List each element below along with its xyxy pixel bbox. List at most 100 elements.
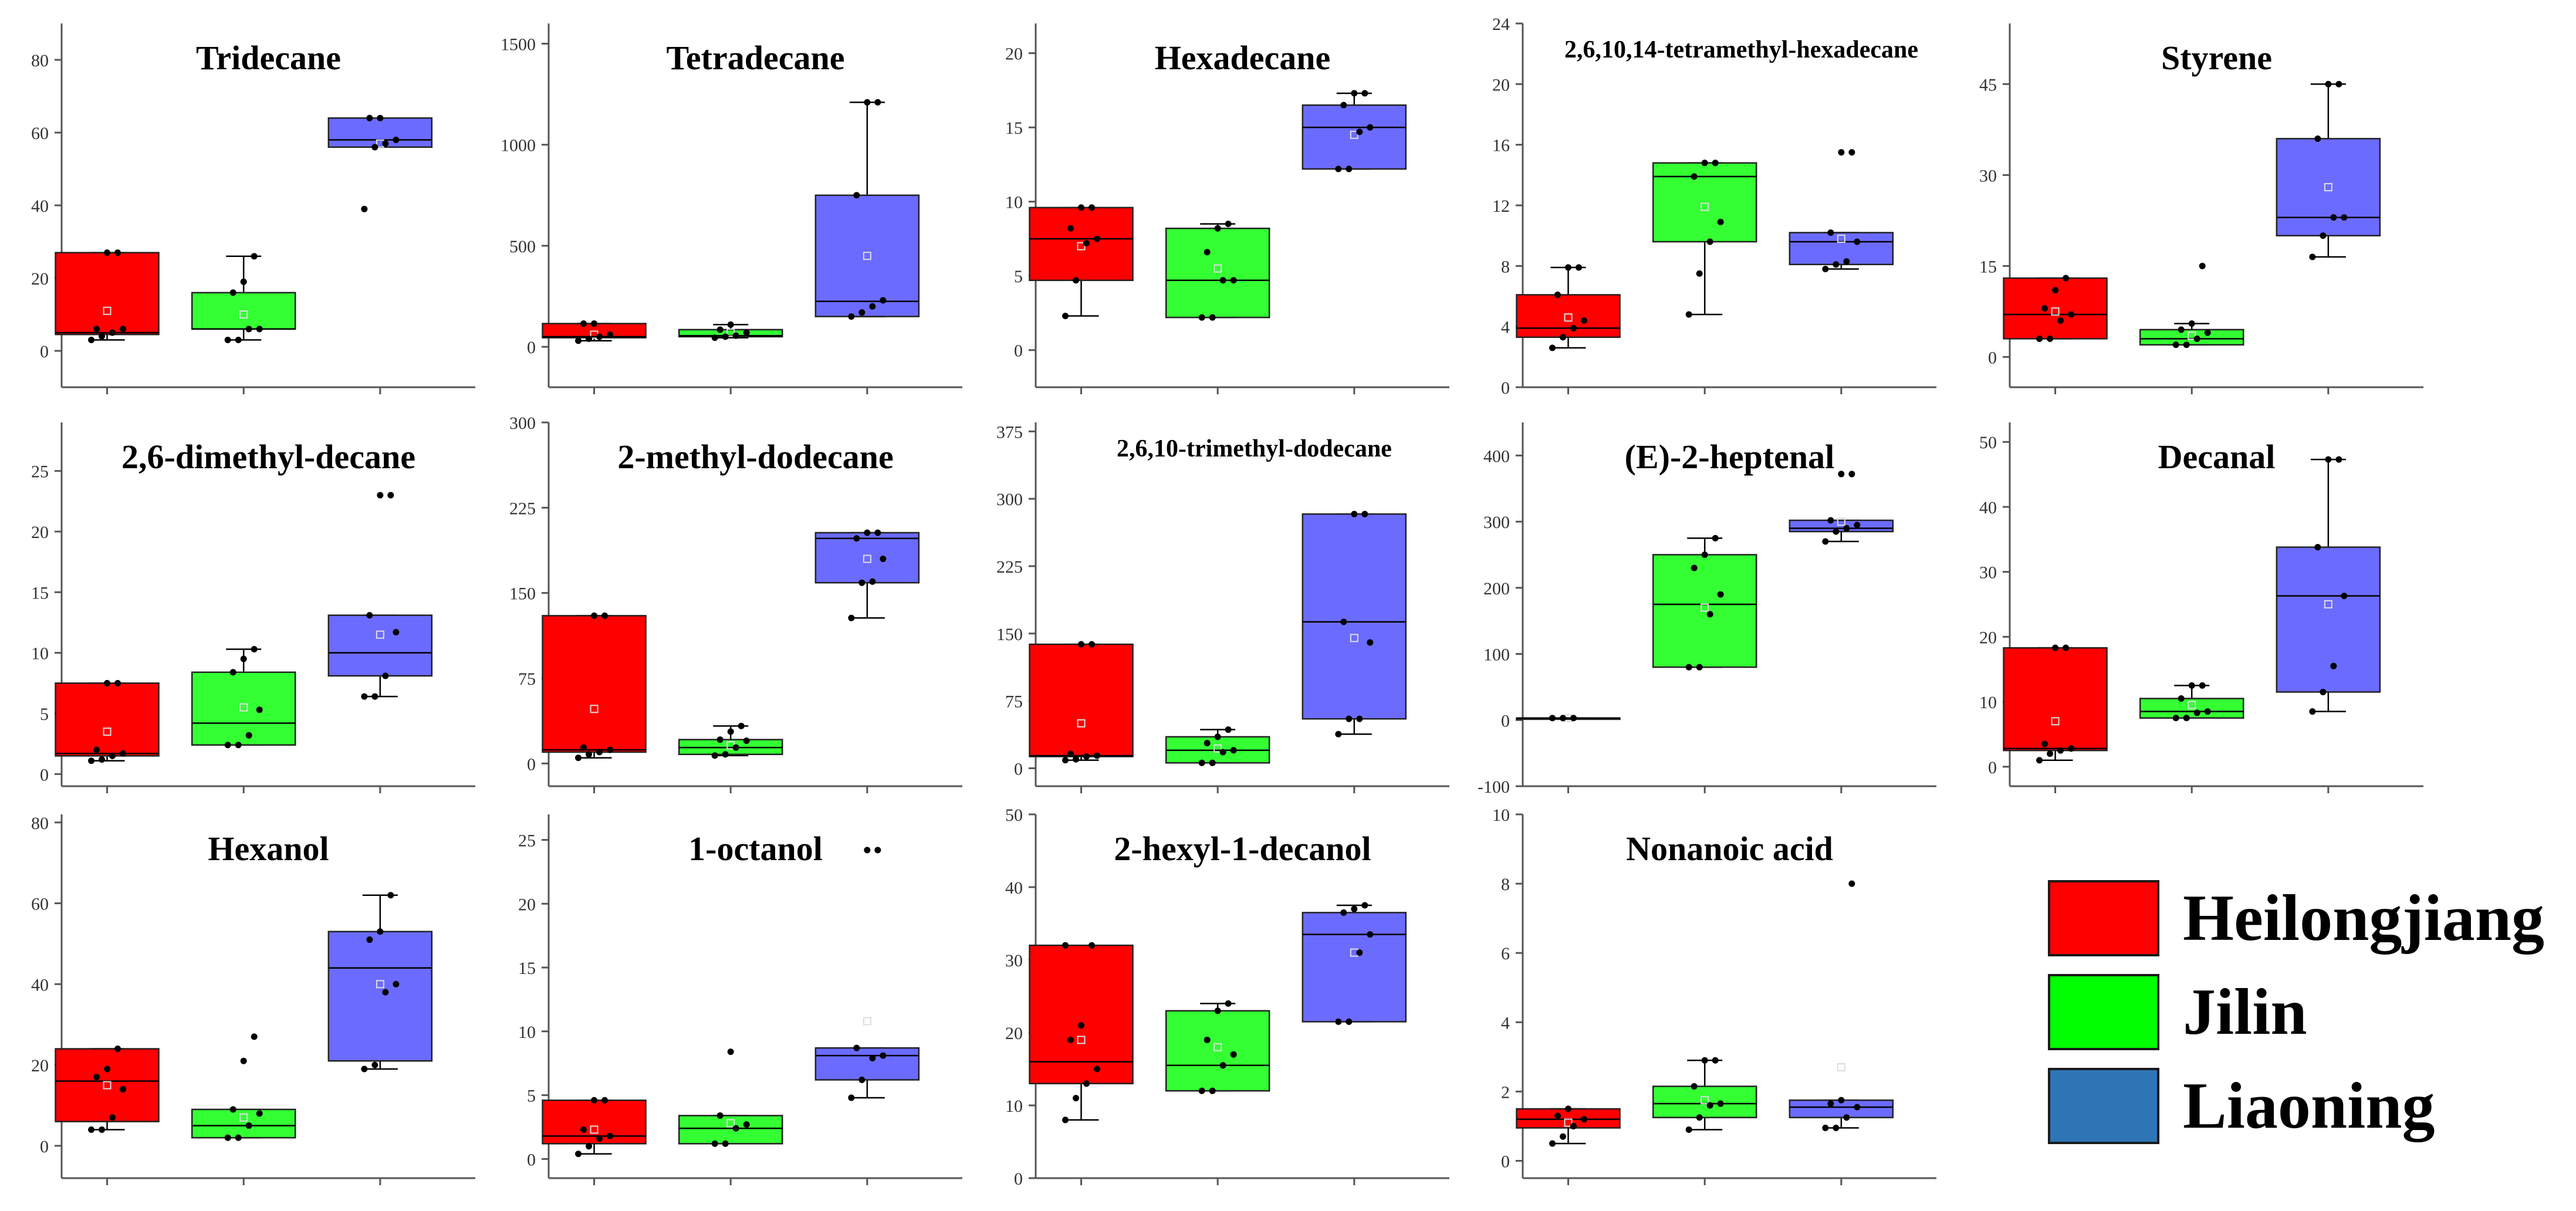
y-tick-label: 10 (1005, 193, 1023, 212)
y-tick-label: 4 (1501, 1013, 1510, 1033)
data-point (858, 579, 866, 586)
data-point (2052, 287, 2059, 294)
data-point (1225, 1000, 1232, 1007)
chart-title: 1-octanol (688, 830, 823, 868)
data-point (1696, 664, 1703, 671)
y-tick-label: 80 (31, 51, 49, 70)
y-tick-label: 25 (518, 831, 536, 851)
legend-item-heilongjiang: Heilongjiang (2048, 871, 2564, 965)
data-point (1346, 1018, 1353, 1025)
y-tick-label: 15 (31, 583, 49, 603)
data-point (1209, 1087, 1216, 1094)
box-liaoning (1789, 471, 1894, 545)
box-jilin (191, 253, 296, 343)
chart-title: Styrene (2161, 39, 2272, 77)
data-point (377, 114, 384, 121)
y-tick-label: 500 (509, 237, 536, 256)
mean-marker (239, 1113, 248, 1122)
y-tick-label: 6 (1501, 944, 1510, 963)
data-point (393, 629, 400, 636)
data-point (743, 329, 750, 336)
data-point (120, 750, 127, 757)
data-point (869, 303, 876, 310)
box-jilin (2139, 262, 2244, 349)
mean-marker (2051, 307, 2060, 316)
box-liaoning (814, 529, 920, 621)
data-point (874, 529, 881, 536)
data-point (1822, 538, 1829, 545)
y-tick-label: 0 (40, 1137, 49, 1156)
data-point (2183, 341, 2190, 349)
box-liaoning (1301, 902, 1407, 1025)
data-point (1083, 240, 1090, 247)
mean-marker (376, 630, 384, 639)
data-point (1827, 517, 1834, 524)
data-point (245, 1122, 252, 1129)
chart-panel: 0 75 150 225 300 2-methyl-dodecane (509, 414, 962, 793)
iqr-box (2276, 546, 2381, 693)
data-point (1833, 1124, 1840, 1131)
mean-marker (103, 306, 111, 315)
data-point (732, 744, 739, 751)
data-point (2193, 335, 2200, 342)
data-point (1351, 905, 1358, 912)
box-jilin (678, 321, 783, 341)
y-tick-label: 5 (40, 705, 49, 724)
y-tick-label: 20 (1005, 1024, 1023, 1043)
y-tick-label: 40 (1979, 498, 1997, 517)
data-point (88, 336, 95, 343)
y-tick-label: 80 (31, 814, 49, 833)
data-point (601, 612, 608, 619)
data-point (869, 1055, 876, 1062)
mean-marker (1701, 202, 1709, 211)
data-point (591, 1097, 598, 1104)
chart-title: Hexanol (208, 830, 329, 868)
data-point (1340, 909, 1347, 916)
data-point (716, 1112, 724, 1119)
box-jilin (1165, 726, 1270, 766)
y-tick-label: 0 (527, 1150, 536, 1169)
data-point (1696, 270, 1703, 277)
box-liaoning (2276, 456, 2381, 715)
y-tick-label: 20 (31, 1056, 49, 1075)
data-point (1712, 160, 1719, 167)
data-point (1073, 756, 1080, 763)
data-point (229, 289, 236, 296)
data-point (1361, 902, 1368, 909)
data-point (109, 752, 116, 759)
box-liaoning (814, 847, 920, 1101)
data-point (1083, 753, 1090, 760)
data-point (256, 706, 263, 713)
y-tick-label: 15 (518, 959, 536, 978)
data-point (1833, 528, 1840, 535)
data-point (874, 847, 881, 854)
data-point (99, 1126, 106, 1133)
y-tick-label: 0 (1988, 758, 1997, 777)
mean-marker (590, 705, 599, 713)
y-tick-label: 10 (1492, 806, 1510, 825)
y-tick-label: 225 (996, 557, 1023, 577)
data-point (874, 99, 881, 106)
data-point (2199, 682, 2206, 689)
data-point (1335, 1018, 1342, 1025)
chart-title: 2,6,10-trimethyl-dodecane (1117, 435, 1392, 462)
data-point (1854, 1104, 1861, 1111)
data-point (1214, 225, 1221, 232)
chart-panel: 0 20 40 60 80 Tridecane (31, 23, 475, 394)
data-point (738, 722, 745, 729)
chart-panel: 0 10 20 30 40 50 Decanal (1979, 422, 2423, 793)
chart-panel: 0 15 30 45 Styrene (1979, 23, 2423, 394)
data-point (880, 1052, 887, 1059)
box-liaoning (327, 114, 433, 212)
data-point (1062, 942, 1069, 949)
chart-panel: 0 10 20 30 40 50 2-hexyl-1-decanol (1005, 806, 1449, 1189)
data-point (575, 755, 582, 762)
data-point (1367, 639, 1374, 646)
y-tick-label: 2 (1501, 1083, 1510, 1102)
data-point (371, 1061, 378, 1068)
data-point (1843, 1114, 1850, 1121)
data-point (1822, 1124, 1829, 1131)
data-point (716, 736, 724, 743)
y-tick-label: 30 (1979, 563, 1997, 583)
data-point (1062, 757, 1069, 764)
